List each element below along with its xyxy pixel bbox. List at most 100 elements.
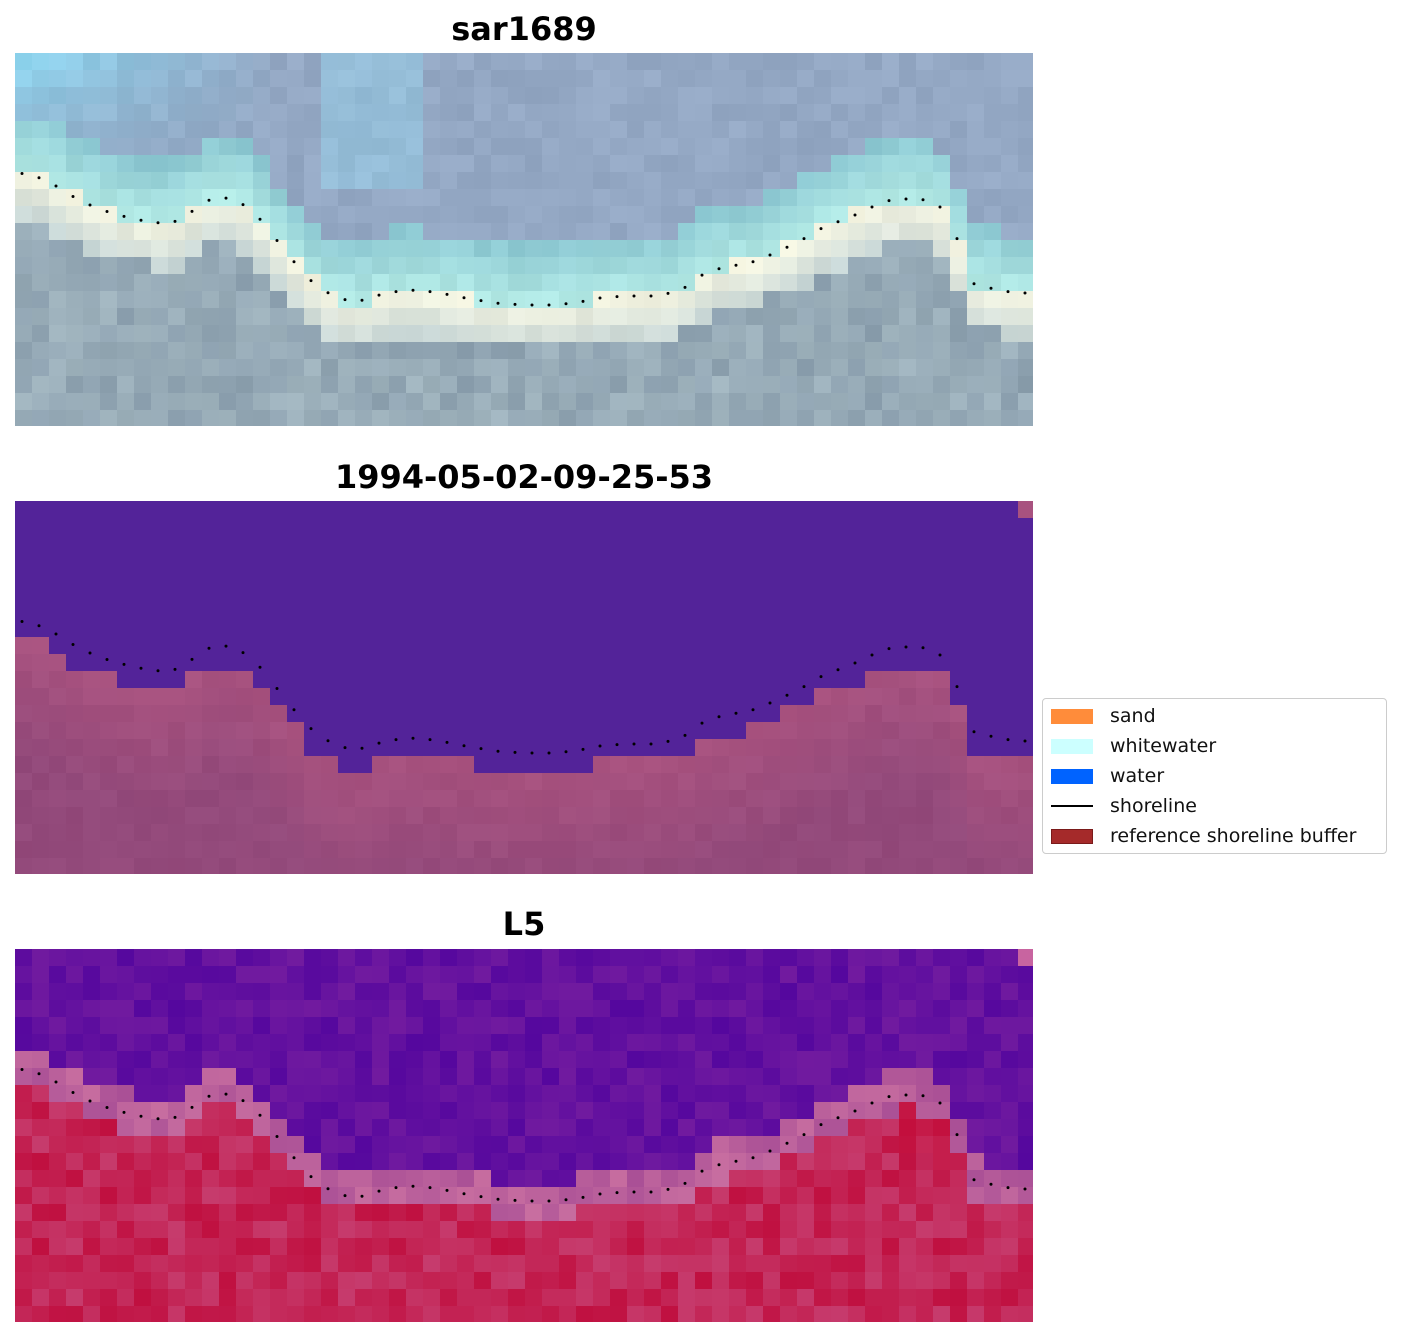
pixel-cell <box>83 87 101 105</box>
pixel-cell <box>321 722 339 740</box>
pixel-cell <box>406 1136 424 1154</box>
pixel-cell <box>610 966 628 984</box>
pixel-cell <box>899 325 917 343</box>
pixel-cell <box>236 274 254 292</box>
pixel-cell <box>83 535 101 553</box>
shoreline-dot <box>768 253 772 257</box>
pixel-cell <box>474 342 492 360</box>
pixel-cell <box>780 841 798 859</box>
pixel-cell <box>406 376 424 394</box>
pixel-cell <box>355 410 373 426</box>
pixel-cell <box>695 535 713 553</box>
pixel-cell <box>185 1136 203 1154</box>
pixel-cell <box>457 1306 475 1322</box>
pixel-cell <box>185 1170 203 1188</box>
pixel-cell <box>831 325 849 343</box>
pixel-cell <box>831 1085 849 1103</box>
pixel-cell <box>576 739 594 757</box>
pixel-cell <box>474 291 492 309</box>
pixel-cell <box>729 949 747 967</box>
pixel-cell <box>185 1085 203 1103</box>
pixel-cell <box>474 569 492 587</box>
pixel-cell <box>236 223 254 241</box>
pixel-cell <box>287 773 305 791</box>
pixel-cell <box>610 1068 628 1086</box>
pixel-cell <box>1018 1017 1033 1035</box>
pixel-cell <box>423 1102 441 1120</box>
pixel-cell <box>950 359 968 377</box>
pixel-cell <box>457 393 475 411</box>
pixel-cell <box>49 1272 67 1290</box>
pixel-cell <box>661 274 679 292</box>
pixel-cell <box>491 308 509 326</box>
pixel-cell <box>440 342 458 360</box>
pixel-cell <box>287 410 305 426</box>
pixel-cell <box>253 535 271 553</box>
shoreline-dot <box>734 711 738 715</box>
pixel-cell <box>168 824 186 842</box>
pixel-cell <box>797 104 815 122</box>
pixel-cell <box>270 223 288 241</box>
pixel-cell <box>797 966 815 984</box>
pixel-cell <box>287 569 305 587</box>
pixel-cell <box>848 1255 866 1273</box>
pixel-cell <box>559 70 577 88</box>
pixel-cell <box>236 376 254 394</box>
pixel-cell <box>355 1017 373 1035</box>
pixel-cell <box>338 620 356 638</box>
pixel-cell <box>950 1272 968 1290</box>
pixel-cell <box>593 807 611 825</box>
pixel-cell <box>474 1238 492 1256</box>
pixel-cell <box>491 87 509 105</box>
water-swatch <box>1051 768 1093 784</box>
pixel-cell <box>525 824 543 842</box>
pixel-cell <box>321 240 339 258</box>
pixel-cell <box>950 586 968 604</box>
pixel-cell <box>899 705 917 723</box>
pixel-cell <box>355 1034 373 1052</box>
pixel-cell <box>678 240 696 258</box>
pixel-cell <box>100 807 118 825</box>
pixel-cell <box>712 535 730 553</box>
pixel-cell <box>32 501 50 519</box>
pixel-cell <box>967 308 985 326</box>
pixel-cell <box>508 1068 526 1086</box>
pixel-cell <box>219 603 237 621</box>
pixel-cell <box>83 393 101 411</box>
pixel-cell <box>1001 1238 1019 1256</box>
pixel-cell <box>610 291 628 309</box>
pixel-cell <box>15 1102 33 1120</box>
pixel-cell <box>627 705 645 723</box>
pixel-cell <box>525 949 543 967</box>
shoreline-dot <box>666 1187 670 1191</box>
pixel-cell <box>916 949 934 967</box>
pixel-cell <box>49 1255 67 1273</box>
pixel-cell <box>525 518 543 536</box>
pixel-cell <box>644 966 662 984</box>
pixel-cell <box>151 603 169 621</box>
pixel-cell <box>423 586 441 604</box>
pixel-cell <box>474 121 492 139</box>
pixel-cell <box>763 325 781 343</box>
pixel-cell <box>236 1085 254 1103</box>
pixel-cell <box>644 586 662 604</box>
pixel-cell <box>627 824 645 842</box>
pixel-cell <box>168 308 186 326</box>
shoreline-dot <box>836 1116 840 1120</box>
pixel-cell <box>797 569 815 587</box>
pixel-cell <box>423 620 441 638</box>
pixel-cell <box>355 155 373 173</box>
pixel-cell <box>389 1255 407 1273</box>
pixel-cell <box>1001 291 1019 309</box>
pixel-cell <box>338 342 356 360</box>
pixel-cell <box>576 1136 594 1154</box>
pixel-cell <box>474 722 492 740</box>
pixel-cell <box>610 603 628 621</box>
shoreline-dot <box>241 1099 245 1103</box>
pixel-cell <box>270 858 288 874</box>
pixel-cell <box>134 410 152 426</box>
pixel-cell <box>610 1221 628 1239</box>
pixel-cell <box>15 705 33 723</box>
pixel-cell <box>831 223 849 241</box>
pixel-cell <box>270 1136 288 1154</box>
